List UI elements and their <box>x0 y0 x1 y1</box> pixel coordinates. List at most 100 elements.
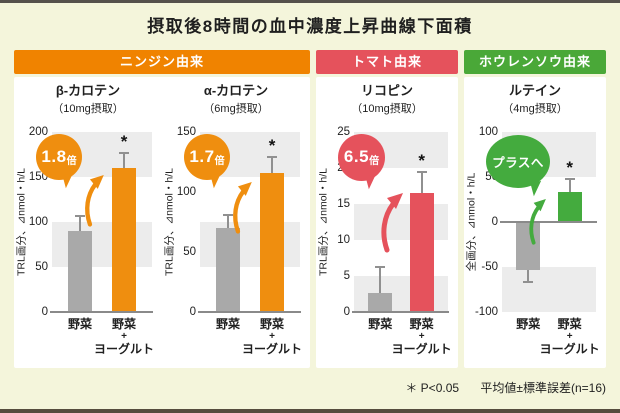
chart-lycopene: リコピン （10mg摂取） TRL画分、⊿nmol・h/L 0510152025… <box>316 77 458 368</box>
y-tick-label: 0 <box>491 215 498 228</box>
y-axis-label: TRL画分、⊿nmol・h/L <box>162 132 176 312</box>
badge-value: プラスへ <box>492 155 544 170</box>
error-bar-cap <box>375 265 386 268</box>
page-bottom-edge <box>0 409 620 413</box>
plot-area: * プラスへ <box>486 131 597 312</box>
error-bar-line <box>568 178 571 193</box>
increase-arrow-icon <box>529 198 547 245</box>
y-axis-label: TRL画分、⊿nmol・h/L <box>14 132 28 312</box>
x-category-label: 野菜 + ヨーグルト <box>392 317 452 357</box>
chart-dose-lutein: （4mg摂取） <box>502 102 568 115</box>
badge-unit: 倍 <box>66 155 77 167</box>
y-tick-label: -100 <box>474 305 498 318</box>
grid-band <box>502 266 596 312</box>
chart-title-alpha-carotene: α-カロテン <box>203 83 269 98</box>
x-label-line: ヨーグルト <box>93 341 155 356</box>
y-axis-label: TRL画分、⊿nmol・h/L <box>316 132 330 312</box>
significance-asterisk: * <box>268 136 276 156</box>
y-tick-label: 200 <box>28 125 48 138</box>
badge-tail <box>530 180 545 197</box>
footnote: ＊ P<0.05 平均値±標準誤差(n=16) <box>387 379 606 396</box>
badge-value: 1.8 <box>41 146 67 166</box>
error-bar-cap <box>416 170 427 173</box>
x-label-line: 野菜 <box>215 316 241 331</box>
error-bar-cap <box>223 213 233 216</box>
y-tick-label: 0 <box>41 305 48 318</box>
y-axis-label: 全画分、⊿nmol・h/L <box>464 132 478 312</box>
y-axis-label-text: TRL画分、⊿nmol・h/L <box>317 167 330 276</box>
badge-value: 6.5 <box>343 147 370 167</box>
y-axis-label-text: TRL画分、⊿nmol・h/L <box>15 167 28 276</box>
group-header-carrot: ニンジン由来 <box>14 50 310 74</box>
panel-spinach: ルテイン （4mg摂取） 全画分、⊿nmol・h/L -100-50050100… <box>464 77 606 368</box>
increase-arrow-icon <box>233 182 252 234</box>
chart-body: TRL画分、⊿nmol・h/L 0510152025 *6.5倍 <box>316 126 458 318</box>
zero-baseline <box>500 220 597 223</box>
badge-tail <box>365 173 380 190</box>
x-label-line: 野菜 <box>259 316 285 331</box>
y-axis-label-text: 全画分、⊿nmol・h/L <box>465 172 478 272</box>
error-bar-line <box>123 152 125 168</box>
error-bar-cap <box>267 156 277 159</box>
x-label-line: 野菜 <box>516 316 541 331</box>
fold-increase-badge: 1.7 倍 <box>184 133 230 189</box>
x-category-label: 野菜 <box>216 317 240 332</box>
chart-dose-lycopene: （10mg摂取） <box>351 102 423 115</box>
chart-dose-alpha-carotene: （6mg摂取） <box>203 102 269 115</box>
chart-body: TRL画分、⊿nmol・h/L 0 50 100 150 * 1.7 倍 <box>162 126 310 318</box>
x-label-line: + <box>566 330 573 342</box>
y-tick-label: 50 <box>183 245 196 258</box>
error-bar-line <box>420 171 423 194</box>
y-tick-label: 50 <box>35 260 48 273</box>
data-bar <box>112 167 136 312</box>
error-bar-cap <box>523 281 534 284</box>
error-bar-line <box>227 214 229 228</box>
data-bar <box>260 172 284 312</box>
y-axis-ticks: 0 50 100 150 <box>176 126 200 318</box>
x-axis-labels: 野菜 野菜 + ヨーグルト <box>200 317 302 369</box>
x-category-label: 野菜 + ヨーグルト <box>242 317 302 357</box>
error-bar-cap <box>75 214 85 217</box>
x-label-line: 野菜 <box>557 316 582 331</box>
y-tick-label: 15 <box>337 197 350 210</box>
zero-baseline <box>198 310 301 313</box>
error-bar-line <box>379 266 382 294</box>
chart-dose-beta-carotene: （10mg摂取） <box>52 102 124 115</box>
badge-unit: 倍 <box>369 156 380 168</box>
fold-increase-badge: 1.8 倍 <box>36 133 82 189</box>
badge-unit: 倍 <box>214 155 225 167</box>
chart-body: TRL画分、⊿nmol・h/L 0 50 100 150 200 * 1.8 倍 <box>14 126 162 318</box>
chart-title-beta-carotene: β-カロテン <box>55 83 121 98</box>
group-header-spinach: ホウレンソウ由来 <box>464 50 606 74</box>
footnote-stats: 平均値±標準誤差(n=16) <box>480 381 606 395</box>
x-label-line: ヨーグルト <box>539 341 600 356</box>
grid-band <box>52 221 152 267</box>
error-bar-line <box>271 157 273 173</box>
x-axis-labels: 野菜 野菜 + ヨーグルト <box>502 317 599 369</box>
x-category-label: 野菜 + ヨーグルト <box>94 317 154 357</box>
plot-area: * 1.8 倍 <box>36 132 153 313</box>
plot-area: * 6.5 倍 <box>338 131 449 313</box>
fold-increase-badge: 6.5 倍 <box>338 133 385 190</box>
zero-baseline <box>352 310 449 313</box>
x-label-line: ヨーグルト <box>391 341 452 356</box>
chart-title-lycopene: リコピン <box>360 83 413 98</box>
page-top-edge <box>0 0 620 3</box>
page-title: 摂取後8時間の血中濃度上昇曲線下面積 <box>147 17 473 36</box>
error-bar-cap <box>119 151 129 154</box>
chart-lutein: ルテイン （4mg摂取） 全画分、⊿nmol・h/L -100-50050100… <box>464 77 606 368</box>
y-axis-ticks: -100-50050100 <box>475 126 502 318</box>
x-label-line: 野菜 <box>409 316 434 331</box>
data-bar <box>516 221 541 270</box>
y-tick-label: 100 <box>28 215 48 228</box>
increase-arrow-icon <box>381 193 404 253</box>
chart-body: 全画分、⊿nmol・h/L -100-50050100 * プラスへ <box>464 126 606 318</box>
y-tick-label: 10 <box>337 233 350 246</box>
x-category-label: 野菜 <box>516 317 540 332</box>
significance-asterisk: * <box>566 157 573 177</box>
y-tick-label: 25 <box>337 125 350 138</box>
error-bar-line <box>527 269 530 283</box>
fold-increase-badge: プラスへ <box>486 134 550 197</box>
x-label-line: 野菜 <box>368 316 393 331</box>
significance-asterisk: * <box>418 150 425 170</box>
